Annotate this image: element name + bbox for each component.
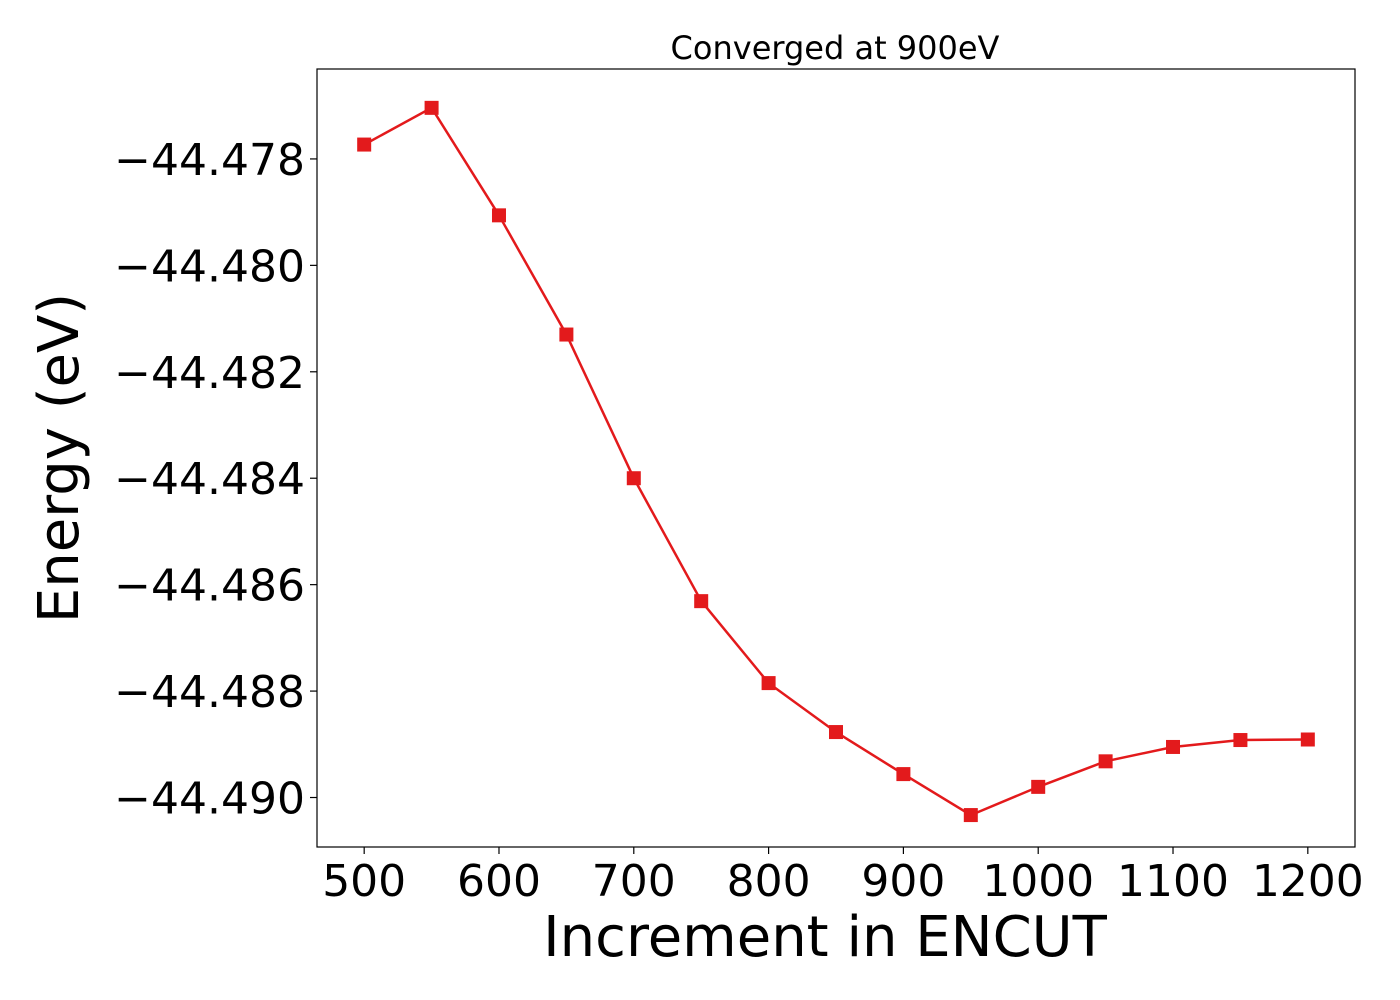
- data-point-marker: [357, 137, 372, 152]
- y-axis: −44.478 −44.480 −44.482 −44.484 −44.486 −44.4…: [114, 135, 317, 825]
- x-tick-label: 1200: [1252, 856, 1364, 907]
- data-point-marker: [626, 471, 641, 486]
- x-tick-label: 800: [727, 856, 811, 907]
- y-axis-label: Energy (eV): [27, 293, 92, 623]
- chart-title: Converged at 900eV: [671, 29, 1000, 67]
- y-tick-label: −44.486: [114, 561, 305, 612]
- x-tick-label: 1100: [1117, 856, 1229, 907]
- y-tick-label: −44.478: [114, 135, 305, 186]
- data-point-marker: [761, 676, 776, 691]
- data-point-marker: [829, 725, 843, 740]
- data-point-marker: [1300, 732, 1315, 747]
- data-point-marker: [963, 808, 978, 823]
- data-point-marker: [491, 208, 506, 223]
- x-tick-label: 600: [457, 856, 541, 907]
- data-point-marker: [694, 594, 709, 609]
- x-tick-label: 700: [592, 856, 676, 907]
- series-layer: [357, 100, 1315, 823]
- data-point-marker: [1233, 733, 1248, 748]
- x-tick-label: 500: [322, 856, 406, 907]
- x-axis: 500 600 700 800 900 1000 1100 1200: [322, 847, 1364, 907]
- plot-area-frame: [316, 68, 1356, 848]
- data-point-marker: [1098, 754, 1113, 769]
- y-tick-label: −44.484: [114, 454, 305, 505]
- data-point-marker: [896, 767, 911, 782]
- y-tick-label: −44.488: [114, 667, 305, 718]
- x-axis-label: Increment in ENCUT: [543, 905, 1108, 970]
- y-tick-label: −44.482: [114, 348, 305, 399]
- x-tick-label: 900: [861, 856, 945, 907]
- data-point-marker: [1166, 739, 1181, 754]
- data-point-marker: [559, 327, 574, 342]
- data-point-marker: [1031, 779, 1046, 794]
- y-tick-label: −44.490: [114, 774, 305, 825]
- data-point-marker: [424, 100, 439, 115]
- x-tick-label: 1000: [982, 856, 1094, 907]
- y-tick-label: −44.480: [114, 241, 305, 292]
